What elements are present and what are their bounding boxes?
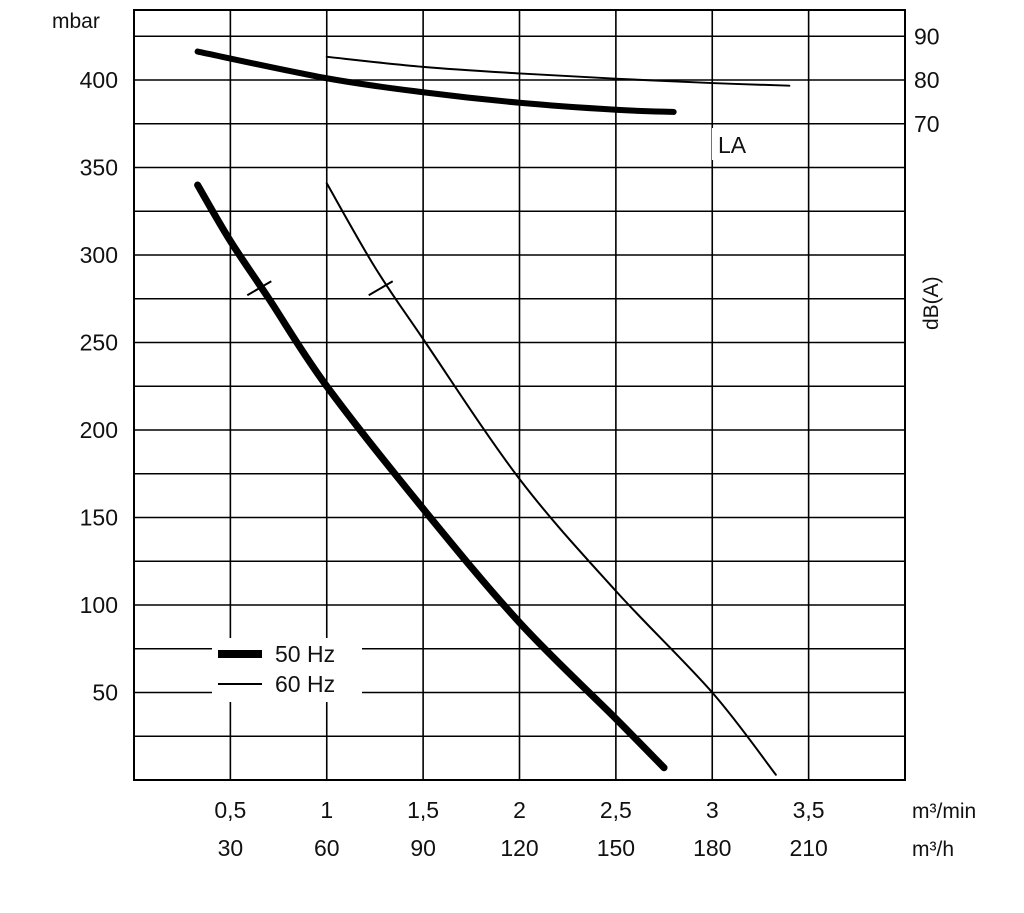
y2-tick-label: 90 (914, 23, 940, 49)
curve-marker-60hz (368, 280, 394, 297)
pressure-curve-50hz (194, 181, 668, 772)
y2-axis-label: dB(A) (920, 276, 943, 330)
pressure-curve-60hz (325, 182, 777, 776)
y-axis-unit: mbar (52, 10, 100, 33)
legend-label-60hz: 60 Hz (275, 671, 335, 697)
legend: 50 Hz 60 Hz (212, 638, 362, 702)
axis-labels: mbar m³/min m³/h dB(A) LA (52, 10, 976, 861)
y-tick-label: 400 (80, 67, 118, 93)
x-tick-label-min: 3 (706, 797, 719, 823)
noise-curve-label: LA (712, 128, 762, 160)
x-tick-label-min: 2 (513, 797, 526, 823)
x-tick-label-h: 210 (789, 835, 827, 861)
x-tick-label-h: 180 (693, 835, 731, 861)
noise-label-background (712, 128, 762, 160)
y2-tick-label: 80 (914, 67, 940, 93)
noise-label: LA (718, 132, 747, 158)
x-axis-unit-min: m³/min (912, 800, 976, 823)
y2-tick-label: 70 (914, 111, 940, 137)
x-tick-label-min: 3,5 (793, 797, 825, 823)
y-tick-label: 100 (80, 592, 118, 618)
x-tick-label-min: 1,5 (407, 797, 439, 823)
y-tick-label: 50 (92, 680, 118, 706)
x-tick-label-h: 60 (314, 835, 340, 861)
y-tick-label: 250 (80, 330, 118, 356)
legend-background (212, 638, 362, 702)
noise-curve-60hz (325, 55, 791, 87)
y-tick-label: 200 (80, 417, 118, 443)
tick-labels: 50 100 150 200 250 300 350 400 0,5 30 1 60 1,5 90 2 120… (80, 23, 940, 861)
curve-marker-50hz (246, 280, 272, 297)
x-tick-label-min: 2,5 (600, 797, 632, 823)
legend-label-50hz: 50 Hz (275, 641, 335, 667)
x-tick-label-h: 90 (410, 835, 436, 861)
x-tick-label-min: 0,5 (214, 797, 246, 823)
x-tick-label-h: 30 (218, 835, 244, 861)
y-tick-label: 350 (80, 155, 118, 181)
y-tick-label: 300 (80, 242, 118, 268)
grid (133, 9, 906, 781)
x-tick-label-h: 120 (500, 835, 538, 861)
x-axis-unit-h: m³/h (912, 838, 954, 861)
series-layer (194, 48, 791, 776)
noise-curve-50hz (194, 48, 677, 115)
x-tick-label-h: 150 (597, 835, 635, 861)
x-tick-label-min: 1 (320, 797, 333, 823)
y-tick-label: 150 (80, 505, 118, 531)
